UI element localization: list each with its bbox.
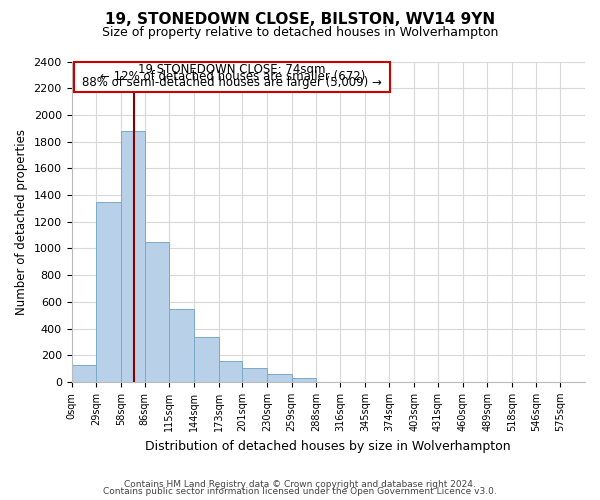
FancyBboxPatch shape — [74, 62, 391, 92]
Y-axis label: Number of detached properties: Number of detached properties — [15, 128, 28, 314]
Bar — [242, 368, 267, 382]
Bar — [71, 366, 96, 382]
Bar — [218, 361, 242, 382]
Text: 19 STONEDOWN CLOSE: 74sqm: 19 STONEDOWN CLOSE: 74sqm — [139, 63, 326, 76]
Bar — [169, 308, 194, 382]
Text: Contains HM Land Registry data © Crown copyright and database right 2024.: Contains HM Land Registry data © Crown c… — [124, 480, 476, 489]
Text: 88% of semi-detached houses are larger (5,009) →: 88% of semi-detached houses are larger (… — [82, 76, 382, 89]
Text: Size of property relative to detached houses in Wolverhampton: Size of property relative to detached ho… — [102, 26, 498, 39]
Text: Contains public sector information licensed under the Open Government Licence v3: Contains public sector information licen… — [103, 487, 497, 496]
Bar — [145, 242, 169, 382]
Text: 19, STONEDOWN CLOSE, BILSTON, WV14 9YN: 19, STONEDOWN CLOSE, BILSTON, WV14 9YN — [105, 12, 495, 28]
Text: ← 12% of detached houses are smaller (672): ← 12% of detached houses are smaller (67… — [100, 70, 365, 82]
Bar — [194, 337, 218, 382]
Bar — [267, 374, 292, 382]
X-axis label: Distribution of detached houses by size in Wolverhampton: Distribution of detached houses by size … — [145, 440, 511, 452]
Bar — [292, 378, 316, 382]
Bar — [121, 131, 145, 382]
Bar — [96, 202, 121, 382]
